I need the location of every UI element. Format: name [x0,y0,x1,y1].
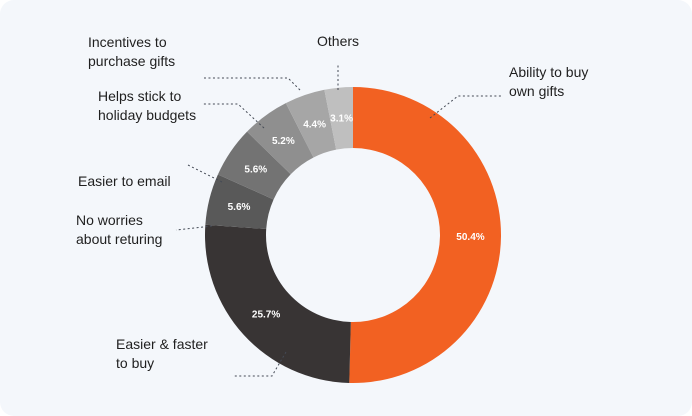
category-label-line: Easier & faster [116,336,208,352]
category-label-helps-stick-to-holiday-budgets: Helps stick to holiday budgets [98,88,196,123]
category-label-line: No worries [76,212,143,228]
slice-helps-stick-to-holiday-budgets [247,103,314,175]
leader-line-helps-stick-to-holiday-budgets [202,103,265,129]
category-label-line: Ability to buy [509,64,588,80]
category-label-line: Helps stick to [98,88,181,104]
leader-line-easier-to-email [185,163,223,183]
donut-slices [205,87,502,384]
category-label-line: own gifts [509,83,564,99]
value-label-incentives-to-purchase-gifts: 4.4% [303,119,326,130]
value-label-helps-stick-to-holiday-budgets: 5.2% [272,136,295,147]
slice-value-labels: 50.4% 25.7% 5.6% 5.6% 5.2% 4.4% 3.1% [228,114,485,321]
category-label-line: about returing [76,231,162,247]
slice-ability-to-buy-own-gifts [349,87,502,384]
value-label-easier-to-email: 5.6% [244,164,267,175]
slice-no-worries-about-returing [205,174,274,229]
value-label-ability-to-buy-own-gifts: 50.4% [456,232,484,243]
leader-lines [175,64,502,377]
category-label-ability-to-buy-own-gifts: Ability to buy own gifts [509,64,588,99]
slice-others [324,87,353,150]
category-labels: Ability to buy own gifts Easier & faster to… [76,33,588,371]
category-label-easier-to-email: Easier to email [78,173,171,189]
category-label-line: Incentives to [88,34,167,50]
category-label-incentives-to-purchase-gifts: Incentives to purchase gifts [88,34,175,69]
category-label-others: Others [317,33,359,49]
category-label-line: holiday budgets [98,107,196,123]
category-label-line: purchase gifts [88,53,175,69]
leader-line-ability-to-buy-own-gifts [429,95,502,119]
category-label-easier-faster-to-buy: Easier & faster to buy [116,336,208,371]
value-label-others: 3.1% [330,114,353,125]
value-label-no-worries-about-returing: 5.6% [228,202,251,213]
value-label-easier-faster-to-buy: 25.7% [252,310,280,321]
slice-incentives-to-purchase-gifts [285,89,337,158]
slice-easier-faster-to-buy [205,224,351,383]
category-label-line: Easier to email [78,173,171,189]
leader-line-no-worries-about-returing [175,225,213,231]
leader-line-easier-faster-to-buy [234,351,287,377]
leader-line-incentives-to-purchase-gifts [204,77,301,91]
category-label-line: Others [317,33,359,49]
category-label-no-worries-about-returing: No worries about returing [76,212,162,247]
slice-easier-to-email [217,131,291,200]
category-label-line: to buy [116,355,154,371]
